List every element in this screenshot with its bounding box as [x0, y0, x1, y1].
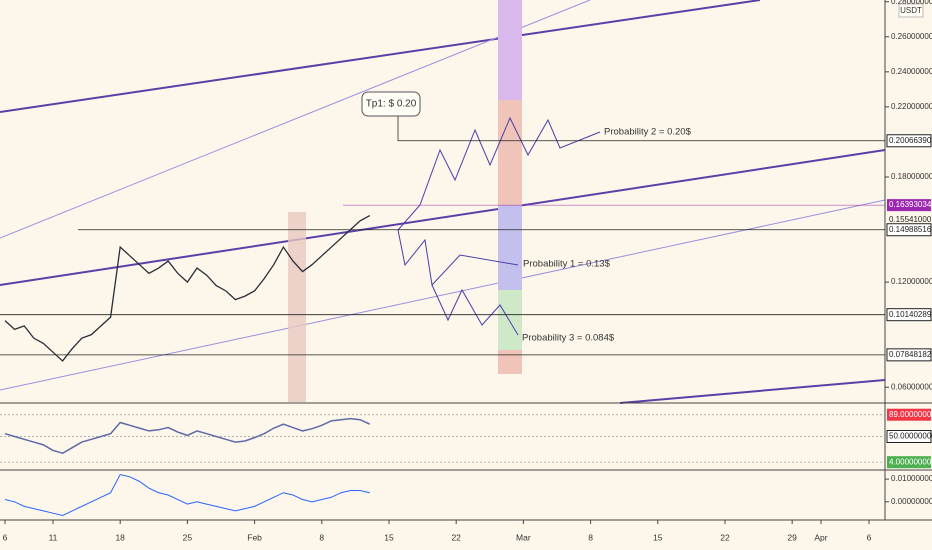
price-tag	[887, 199, 931, 212]
price-tag-label: 0.16393034	[889, 200, 932, 209]
projection-path	[431, 284, 519, 336]
projection-box	[498, 290, 522, 350]
price-tag-label: 0.15541000	[889, 215, 932, 224]
price-tag	[886, 134, 932, 148]
price-tag	[886, 348, 932, 362]
y-tick-label: 0.26000000	[891, 32, 932, 41]
projection-path	[397, 116, 601, 231]
price-tag-label: 0.10140289	[889, 310, 932, 319]
currency-box	[898, 3, 924, 18]
rsi-tag-label: 89.00000000	[889, 410, 932, 419]
callout	[361, 91, 421, 117]
rsi-line	[4, 417, 371, 455]
projection-path	[397, 229, 519, 287]
x-tick-label: 8	[588, 532, 593, 542]
y-tick-label: 0.22000000	[891, 102, 932, 111]
trend-line	[0, 0, 761, 113]
x-tick-label: 22	[451, 532, 461, 542]
price-line	[4, 214, 371, 362]
price-tag-label: 0.14988516	[889, 225, 932, 234]
rsi-tag	[887, 408, 931, 421]
highlight-box	[288, 212, 306, 402]
x-tick-label: Feb	[247, 532, 262, 542]
annotation: Probability 1 = 0.13$	[523, 259, 611, 270]
x-tick-label: 25	[183, 532, 193, 542]
x-tick-label: Apr	[814, 532, 827, 542]
projection-box	[498, 100, 522, 205]
rsi-tag	[887, 456, 931, 469]
x-tick-label: 6	[3, 532, 8, 542]
currency: USDT	[900, 6, 922, 15]
projection-box	[498, 350, 522, 374]
projection-box	[498, 0, 522, 100]
y-tick-label: 0.06000000	[891, 382, 932, 391]
macd-line	[4, 473, 370, 516]
macd-tick-label: 0.01000000	[891, 474, 932, 483]
x-tick-label: 6	[867, 532, 872, 542]
x-tick-label: 22	[720, 532, 730, 542]
y-tick-label: 0.28000000	[891, 0, 932, 6]
price-tag	[887, 214, 931, 227]
price-tag	[886, 223, 932, 237]
x-tick-label: 15	[653, 532, 663, 542]
y-tick-label: 0.18000000	[891, 172, 932, 181]
price-tag	[886, 308, 932, 322]
x-tick-label: 11	[49, 532, 58, 542]
annotation: Tp1: $ 0.20	[366, 99, 417, 110]
rsi-tag-label: 50.00000000	[889, 432, 932, 441]
macd-tick-label: 0.00000000	[891, 497, 932, 506]
rsi-tag-label: 4.00000000	[889, 457, 932, 466]
annotation: Probability 2 = 0.20$	[604, 127, 692, 138]
trend-line	[0, 149, 886, 286]
price-tag-label: 0.20066390	[889, 136, 932, 145]
channel-line	[0, 0, 591, 239]
channel-line	[0, 199, 886, 391]
projection-box	[498, 205, 522, 290]
x-tick-label: 15	[384, 532, 394, 542]
x-tick-label: Mar	[516, 532, 531, 542]
rsi-tag	[886, 430, 932, 443]
price-tag-label: 0.07848182	[889, 350, 932, 359]
x-tick-label: 18	[115, 532, 125, 542]
annotation: Probability 3 = 0.084$	[522, 333, 615, 344]
y-tick-label: 0.24000000	[891, 67, 932, 76]
y-tick-label: 0.12000000	[891, 277, 932, 286]
x-tick-label: 8	[319, 532, 324, 542]
trend-line	[619, 379, 886, 404]
x-tick-label: 29	[787, 532, 797, 542]
